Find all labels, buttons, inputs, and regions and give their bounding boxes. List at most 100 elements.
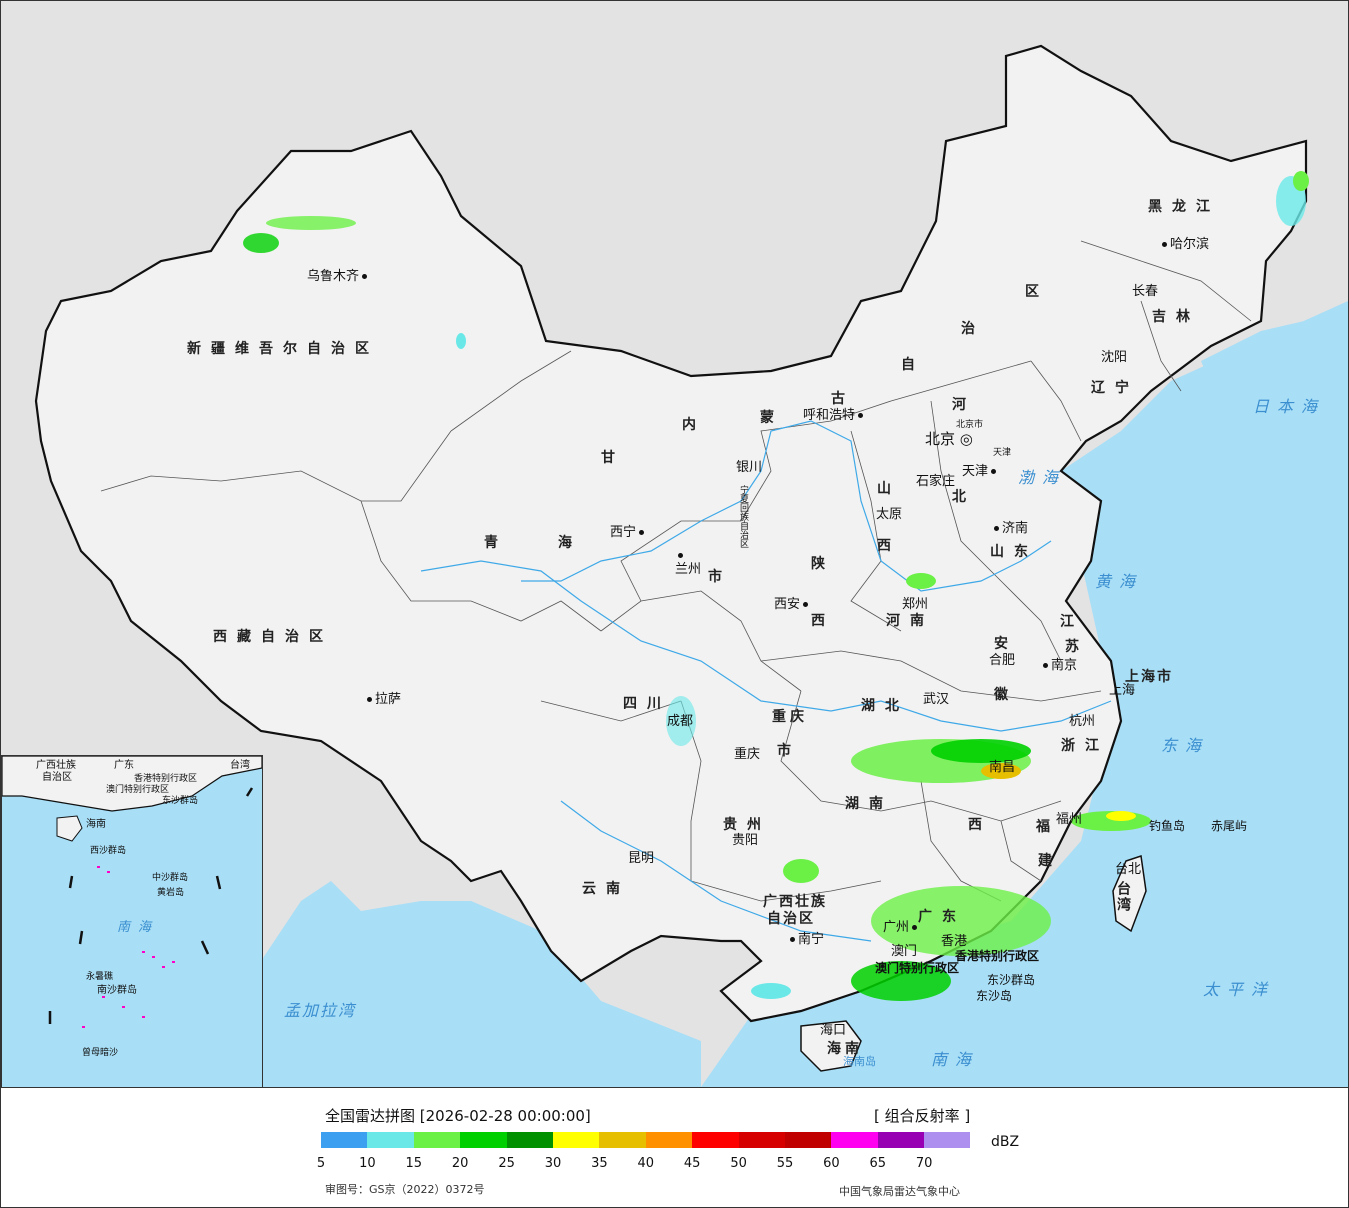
province-gansu-2: 市 [708, 569, 732, 585]
province-shanxi-2: 西 [877, 538, 901, 554]
city-haikou: 海口 [820, 1023, 847, 1038]
city-lanzhou: 兰州 [675, 549, 701, 577]
inset-label-macau: 澳门特别行政区 [106, 785, 170, 795]
city-yinchuan: 银川 [736, 460, 763, 475]
city-nanjing: 南京 [1040, 659, 1077, 673]
sea-bohai: 渤海 [1018, 468, 1067, 487]
city-changchun: 长春 [1132, 284, 1159, 299]
province-xizang: 西藏自治区 [213, 629, 333, 645]
province-heilongjiang: 黑龙江 [1148, 199, 1220, 215]
city-hongkong: 香港 [941, 934, 968, 949]
legend: 全国雷达拼图 [2026-02-28 00:00:00] [ 组合反射率 ] 5… [1, 1088, 1348, 1207]
label-macau-sar: 澳门特别行政区 [875, 961, 960, 975]
inset-label-huangyan: 黄岩岛 [157, 888, 185, 898]
city-beijing: 北京 ◎ [925, 430, 973, 448]
city-chongqing: 重庆 [734, 747, 761, 762]
scale-tick-45: 45 [683, 1156, 701, 1171]
scale-swatch-13 [924, 1132, 971, 1148]
city-tianjin-small: 天津 [993, 448, 1012, 458]
inset-label-taiwan: 台湾 [230, 760, 250, 771]
province-anhui-2: 徽 [994, 687, 1018, 703]
sea-japan: 日本海 [1253, 397, 1326, 416]
province-liaoning: 辽宁 [1091, 380, 1139, 396]
scale-tick-30: 30 [544, 1156, 562, 1171]
city-xining: 西宁 [610, 526, 647, 540]
province-shaanxi-2: 西 [811, 613, 835, 629]
scale-tick-10: 10 [359, 1156, 376, 1171]
province-zhejiang: 浙江 [1061, 738, 1109, 754]
inset-label-hk: 香港特别行政区 [134, 774, 198, 784]
unit-label: dBZ [991, 1134, 1020, 1150]
inset-label-zhongsha: 中沙群岛 [152, 873, 189, 883]
scale-tick-40: 40 [637, 1156, 655, 1171]
scale-swatch-11 [831, 1132, 878, 1148]
city-urumqi: 乌鲁木齐 [307, 270, 370, 284]
province-henan: 河南 [886, 613, 934, 629]
inset-nine-dash-line [48, 787, 254, 1024]
city-wuhan: 武汉 [923, 692, 950, 707]
city-hohhot: 呼和浩特 [803, 409, 866, 423]
province-shandong: 山东 [990, 544, 1038, 560]
province-hebei-1: 河 [952, 397, 976, 413]
scale-tick-35: 35 [591, 1156, 608, 1171]
city-shanghai: 上海 [1109, 683, 1136, 698]
province-jiangxi: 西 [968, 817, 992, 833]
city-shijiazhuang: 石家庄 [916, 474, 956, 489]
province-hunan: 湖南 [845, 796, 893, 812]
scale-tick-25: 25 [498, 1156, 515, 1171]
province-ningxia: 宁夏回族自治区 [738, 485, 748, 548]
scale-swatch-1 [367, 1132, 414, 1148]
scale-swatch-8 [692, 1132, 739, 1148]
province-taiwan: 台湾 [1115, 881, 1131, 913]
province-hubei: 湖北 [861, 698, 909, 714]
inset-islands [82, 866, 175, 1028]
legend-title: 全国雷达拼图 [2026-02-28 00:00:00] [325, 1107, 591, 1125]
province-qinghai-2: 海 [558, 535, 582, 551]
color-scale [321, 1132, 971, 1148]
province-jiangsu-1: 江 [1060, 614, 1084, 630]
city-shenyang: 沈阳 [1101, 350, 1128, 365]
province-sichuan: 四川 [623, 696, 671, 712]
south-china-sea-inset: 广西壮族 自治区 广东 香港特别行政区 澳门特别行政区 东沙群岛 台湾 海南 西… [1, 755, 263, 1087]
legend-product: [ 组合反射率 ] [874, 1107, 971, 1125]
province-chongqing-1: 重庆 [772, 709, 808, 725]
city-kunming: 昆明 [628, 851, 655, 866]
city-fuzhou: 福州 [1056, 812, 1083, 827]
city-jinan: 济南 [991, 522, 1028, 536]
province-xinjiang: 新疆维吾尔自治区 [187, 341, 379, 357]
city-taibei: 台北 [1115, 862, 1142, 877]
label-diaoyu: 钓鱼岛 [1149, 819, 1186, 833]
city-zhengzhou: 郑州 [902, 597, 929, 612]
province-gansu-1: 甘 [601, 450, 625, 466]
province-shanghai: 上海市 [1125, 669, 1173, 685]
label-hk-sar: 香港特别行政区 [955, 949, 1040, 963]
province-guizhou: 贵州 [723, 817, 771, 833]
sea-yellow: 黄海 [1095, 572, 1144, 591]
province-shanxi-1: 山 [877, 481, 901, 497]
province-jilin: 吉林 [1152, 309, 1200, 325]
province-neimenggu-6: 区 [1025, 284, 1049, 300]
scale-tick-5: 5 [316, 1156, 326, 1171]
province-guangdong: 广东 [918, 909, 966, 925]
hainan-island-shape [800, 1020, 862, 1072]
city-xian: 西安 [774, 598, 811, 612]
japan-sea [1201, 311, 1348, 481]
city-hangzhou: 杭州 [1069, 714, 1096, 729]
province-neimenggu-5: 治 [961, 321, 985, 337]
province-anhui-1: 安 [994, 636, 1018, 652]
province-guangxi-2: 自治区 [767, 911, 815, 927]
inset-canvas [2, 756, 262, 1028]
sea-pacific: 太平洋 [1203, 980, 1276, 999]
city-harbin: 哈尔滨 [1159, 238, 1209, 252]
inset-label-nansha: 南沙群岛 [97, 985, 137, 996]
scale-tick-65: 65 [869, 1156, 887, 1171]
province-chongqing-2: 市 [777, 743, 801, 759]
scale-tick-55: 55 [776, 1156, 794, 1171]
city-hefei: 合肥 [989, 653, 1016, 668]
scale-swatch-6 [599, 1132, 646, 1148]
province-hainan: 海南 [827, 1041, 863, 1057]
scale-tick-60: 60 [823, 1156, 840, 1171]
inset-label-zengmu: 曾母暗沙 [82, 1048, 119, 1058]
scale-swatch-12 [877, 1132, 925, 1148]
